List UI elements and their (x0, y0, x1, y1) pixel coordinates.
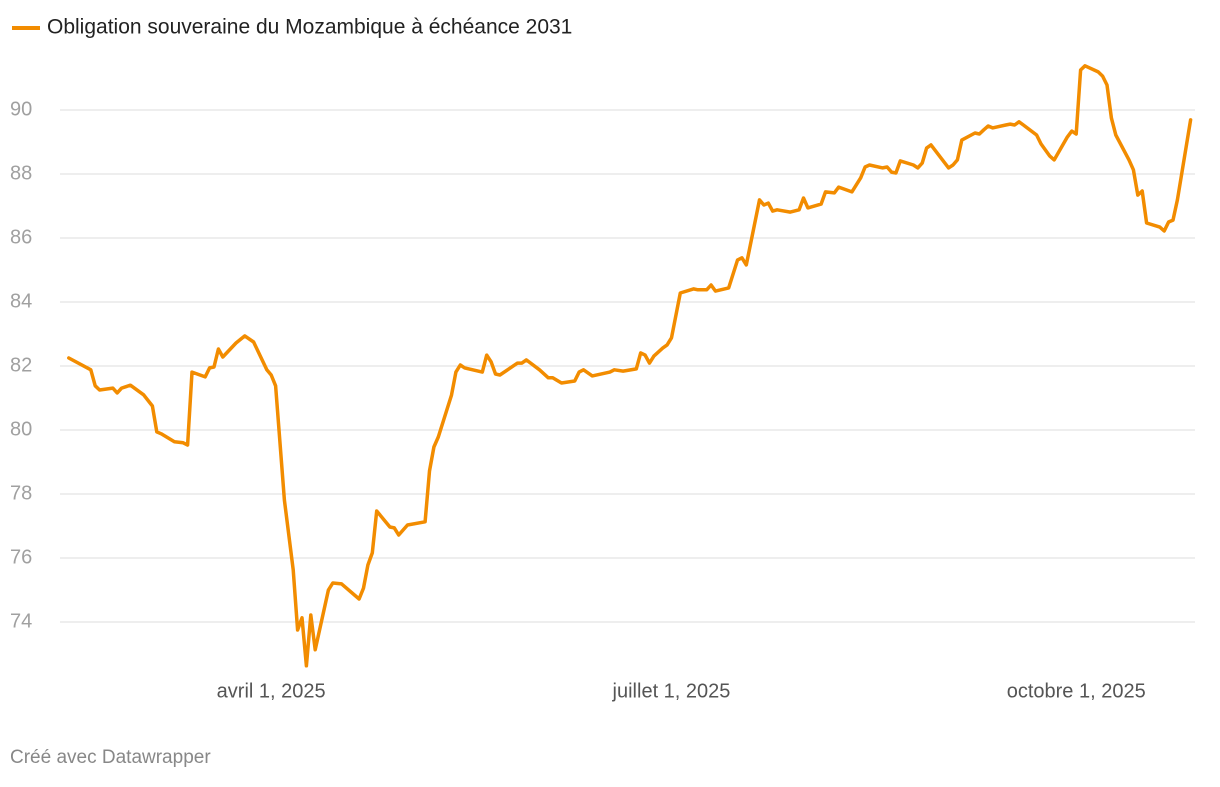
y-tick-label: 74 (10, 610, 32, 632)
y-tick-label: 84 (10, 290, 32, 312)
y-tick-label: 88 (10, 162, 32, 184)
y-tick-label: 76 (10, 546, 32, 568)
x-tick-label: avril 1, 2025 (217, 680, 326, 702)
credit: Créé avec Datawrapper (10, 747, 211, 768)
x-tick-label: juillet 1, 2025 (612, 680, 731, 702)
y-tick-label: 86 (10, 226, 32, 248)
series-line (67, 64, 1193, 668)
y-tick-label: 82 (10, 354, 32, 376)
y-tick-label: 80 (10, 418, 32, 440)
y-tick-label: 78 (10, 482, 32, 504)
x-tick-label: octobre 1, 2025 (1007, 680, 1146, 702)
y-tick-label: 90 (10, 98, 32, 120)
legend-label: Obligation souveraine du Mozambique à éc… (47, 16, 572, 39)
